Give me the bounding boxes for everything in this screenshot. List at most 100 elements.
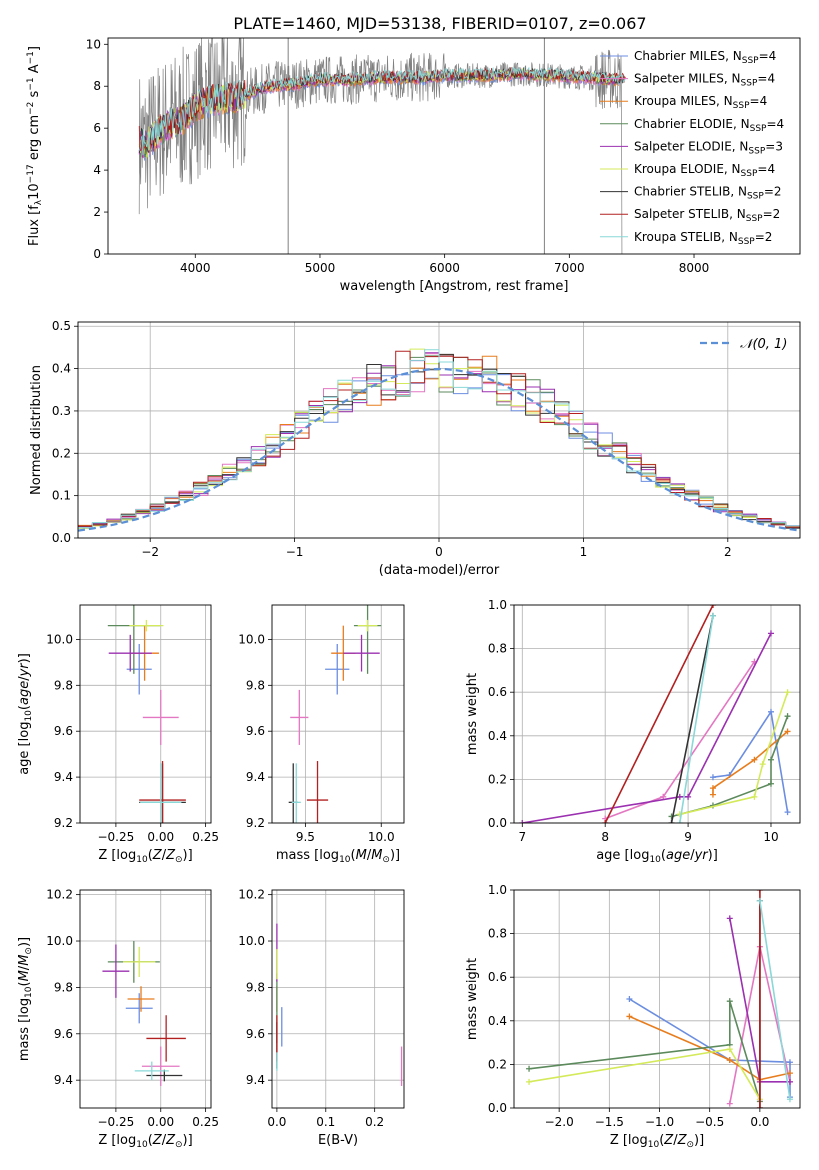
x-tick-label: 7	[518, 830, 526, 844]
y-tick-label: 9.6	[54, 1027, 73, 1041]
y-tick-label: 9.2	[54, 816, 73, 830]
y-tick-label: 1.0	[488, 598, 507, 612]
x-tick-label: 6000	[429, 261, 460, 275]
legend-entry: Kroupa MILES, NSSP=4	[634, 94, 767, 111]
y-tick-label: 9.8	[54, 980, 73, 994]
normal-curve	[78, 367, 800, 532]
y-axis-label: mass weight	[465, 958, 480, 1040]
y-tick-label: 8	[93, 79, 101, 93]
legend-entry: Chabrier MILES, NSSP=4	[634, 49, 776, 66]
weight-marker-salpeter_miles	[726, 1100, 733, 1107]
weight-marker-chabrier_miles	[786, 1059, 793, 1066]
y-tick-label: 0.0	[488, 816, 507, 830]
y-tick-label: 9.2	[246, 816, 265, 830]
y-tick-label: 1.0	[488, 883, 507, 897]
weight-line-kroupa_stelib	[679, 615, 714, 823]
weight-line-chabrier_miles	[712, 709, 789, 813]
y-tick-label: 9.6	[246, 1027, 265, 1041]
x-tick-label: 9	[684, 830, 692, 844]
y-tick-label: 0.1	[52, 489, 71, 503]
weight-marker-salpeter_elodie	[519, 820, 526, 823]
weight-marker-chabrier_miles	[626, 996, 633, 1002]
x-axis-label: (data-model)/error	[379, 563, 500, 578]
weight-line-kroupa_elodie	[679, 691, 789, 816]
y-tick-label: 4	[93, 163, 101, 177]
weight-marker-salpeter_stelib	[756, 1105, 763, 1108]
y-tick-label: 0.0	[488, 1101, 507, 1115]
weight-marker-chabrier_elodie	[526, 1065, 533, 1072]
weight-marker-salpeter_elodie	[726, 915, 733, 922]
legend-entry: Salpeter ELODIE, NSSP=3	[634, 139, 783, 156]
x-tick-label: −2	[141, 545, 159, 559]
weight-line-salpeter_elodie	[522, 632, 772, 823]
x-tick-label: 10	[763, 830, 778, 844]
x-tick-label: 5000	[305, 261, 336, 275]
x-tick-label: 0.25	[192, 1115, 219, 1129]
x-tick-label: 9.5	[296, 830, 315, 844]
weight-line-kroupa_miles	[712, 730, 789, 795]
plot-area	[78, 348, 800, 532]
x-axis-label: Z [log10(Z/Z⊙)]	[610, 1133, 704, 1150]
y-tick-label: 10.0	[238, 632, 265, 646]
y-tick-label: 0.8	[488, 642, 507, 656]
x-tick-label: 0.25	[192, 830, 219, 844]
x-tick-label: 0.00	[147, 1115, 174, 1129]
y-tick-label: 0.6	[488, 685, 507, 699]
axes-frame	[77, 321, 801, 539]
weight-marker-chabrier_miles	[784, 809, 791, 816]
x-tick-label: −2.0	[545, 1115, 574, 1129]
plot-area	[138, 38, 626, 254]
weight-marker-kroupa_elodie	[784, 689, 791, 696]
x-tick-label: 0	[435, 545, 443, 559]
x-axis-label: Z [log10(Z/Z⊙)]	[98, 848, 192, 865]
axes-weight-vs-age: 7 8 9 10 0.0 0.2 0.4 0.6 0.8 1.0 age [log10(age/yr…	[465, 598, 801, 865]
plot-area	[519, 605, 791, 823]
x-tick-label: 0.00	[147, 830, 174, 844]
y-axis-label: Flux [fλ10−17 erg cm−2 s−1 A−1]	[26, 46, 44, 246]
spectrum-model-kroupa_stelib	[138, 66, 626, 156]
legend-entry: Salpeter MILES, NSSP=4	[634, 72, 775, 89]
y-tick-label: 0.2	[488, 772, 507, 786]
y-tick-label: 0.4	[488, 729, 507, 743]
legend-entry: Kroupa STELIB, NSSP=2	[634, 230, 772, 247]
x-tick-label: 2	[724, 545, 732, 559]
y-tick-label: 0.2	[488, 1057, 507, 1071]
x-tick-label: 0.0	[267, 1115, 286, 1129]
y-tick-label: 0.5	[52, 319, 71, 333]
weight-marker-salpeter_elodie	[676, 793, 683, 800]
weight-marker-chabrier_miles	[767, 708, 774, 715]
weight-marker-salpeter_stelib	[602, 820, 609, 823]
legend-entry: Chabrier STELIB, NSSP=2	[634, 185, 782, 202]
weight-marker-kroupa_stelib	[756, 897, 763, 904]
y-tick-label: 10.2	[238, 888, 265, 902]
y-tick-label: 9.4	[54, 770, 73, 784]
y-tick-label: 0	[93, 247, 101, 261]
weight-marker-chabrier_elodie	[767, 780, 774, 787]
y-tick-label: 9.6	[246, 724, 265, 738]
weight-marker-salpeter_stelib	[756, 890, 763, 893]
y-tick-label: 0.8	[488, 927, 507, 941]
axes-mass-vs-ebv: 0.0 0.1 0.2 9.4 9.6 9.8 10.0 10.2 E(B-V)	[238, 888, 405, 1148]
axes-frame	[107, 37, 801, 255]
weight-marker-kroupa_elodie	[759, 761, 766, 768]
axes-frame	[79, 604, 212, 824]
y-axis-label: mass [log10(M/M⊙)]	[17, 937, 34, 1061]
weight-marker-kroupa_elodie	[726, 1046, 733, 1053]
weight-marker-chabrier_elodie	[784, 713, 791, 720]
weight-marker-chabrier_miles	[709, 774, 716, 781]
x-tick-label: 10.0	[368, 830, 395, 844]
axes-age-vs-z: −0.25 0.00 0.25 9.2 9.4 9.6 9.8 10.0 Z [log10(Z/…	[17, 604, 219, 865]
histogram-kroupa_elodie	[78, 348, 800, 529]
legend-entry: Kroupa ELODIE, NSSP=4	[634, 162, 775, 179]
spectrum-legend: Chabrier MILES, NSSP=4 Salpeter MILES, NS…	[600, 49, 784, 247]
weight-line-kroupa_miles	[629, 1015, 791, 1081]
x-tick-label: 8000	[679, 261, 710, 275]
x-tick-label: −1.0	[645, 1115, 674, 1129]
x-axis-label: wavelength [Angstrom, rest frame]	[340, 279, 569, 294]
y-tick-label: 0.3	[52, 404, 71, 418]
weight-marker-kroupa_stelib	[709, 612, 716, 619]
axes-frame	[79, 889, 212, 1109]
axes-frame	[513, 889, 801, 1109]
x-axis-label: Z [log10(Z/Z⊙)]	[98, 1133, 192, 1150]
axes-weight-vs-z: −2.0 −1.5 −1.0 −0.5 0.0 0.0 0.2 0.4 0.6 0.8 1.0 Z […	[465, 883, 801, 1150]
